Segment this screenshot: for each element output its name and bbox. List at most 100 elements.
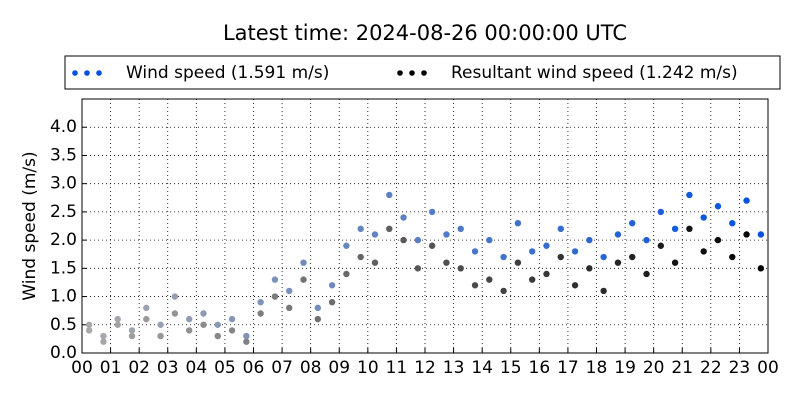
point [643,236,650,244]
point [371,259,379,266]
y-tick-label: 3.0 [50,174,77,194]
point [528,276,536,283]
point [600,287,607,295]
point [443,259,450,266]
point [271,276,279,283]
point [157,321,164,328]
point [257,299,264,306]
point [157,332,164,340]
point [128,327,136,334]
x-tick-label: 15 [500,358,522,378]
point [343,270,350,278]
point [328,282,336,289]
x-tick-label: 03 [157,358,179,378]
point [500,253,507,261]
point [686,225,693,233]
y-tick-label: 1.5 [50,258,77,278]
point [557,253,564,261]
point [343,242,350,249]
x-tick-label: 19 [614,358,636,378]
point [714,236,722,244]
point [457,225,464,233]
y-tick-label: 1.0 [50,287,77,307]
point [243,332,250,340]
point [214,321,221,328]
x-tick-label: 06 [243,358,265,378]
x-tick-label: 14 [471,358,493,378]
point [743,197,750,204]
legend-label: Resultant wind speed (1.242 m/s) [451,63,738,83]
point [571,248,579,255]
x-tick-label: 13 [443,358,465,378]
point [729,253,736,261]
x-tick-label: 00 [71,358,93,378]
x-tick-label: 05 [214,358,236,378]
legend-marker [96,70,102,76]
point [357,225,364,233]
x-tick-label: 23 [729,358,751,378]
legend-label: Wind speed (1.591 m/s) [126,63,329,83]
point [128,332,136,340]
point [500,287,507,295]
x-tick-label: 16 [529,358,551,378]
y-tick-label: 0.0 [50,343,77,363]
legend-marker [397,70,403,76]
point [386,225,393,233]
point [471,282,479,289]
point [200,321,207,328]
point [428,242,436,249]
point [85,321,93,328]
point [557,225,564,233]
point [700,214,707,221]
point [657,242,665,249]
legend-marker [409,70,415,76]
point [314,304,322,312]
point [757,231,765,238]
point [328,299,336,306]
point [571,282,579,289]
point [185,327,193,334]
y-tick-label: 0.5 [50,315,77,335]
point [643,270,650,278]
legend-marker [421,70,427,76]
point [200,310,207,317]
point [185,315,193,323]
point [414,265,422,272]
point [586,265,593,272]
point [428,208,436,216]
point [386,191,393,199]
point [700,248,707,255]
point [228,327,236,334]
point [357,253,364,261]
point [614,259,622,266]
legend-marker [84,70,90,76]
point [714,203,722,210]
point [300,276,307,283]
x-tick-label: 01 [100,358,122,378]
y-tick-label: 4.0 [50,117,77,137]
point [85,327,93,334]
point [457,265,464,272]
point [686,191,693,199]
point [471,248,479,255]
y-tick-label: 2.0 [50,230,77,250]
x-tick-label: 09 [328,358,350,378]
point [114,315,121,323]
point [486,276,493,283]
point [400,236,407,244]
point [629,219,636,227]
point [171,310,179,317]
point [528,248,536,255]
point [414,236,422,244]
x-tick-label: 10 [357,358,379,378]
point [671,259,679,266]
x-tick-label: 04 [186,358,208,378]
x-tick-label: 18 [586,358,608,378]
point [100,332,107,340]
point [729,219,736,227]
point [657,208,665,216]
point [629,253,636,261]
x-tick-label: 07 [271,358,293,378]
x-tick-label: 20 [643,358,665,378]
